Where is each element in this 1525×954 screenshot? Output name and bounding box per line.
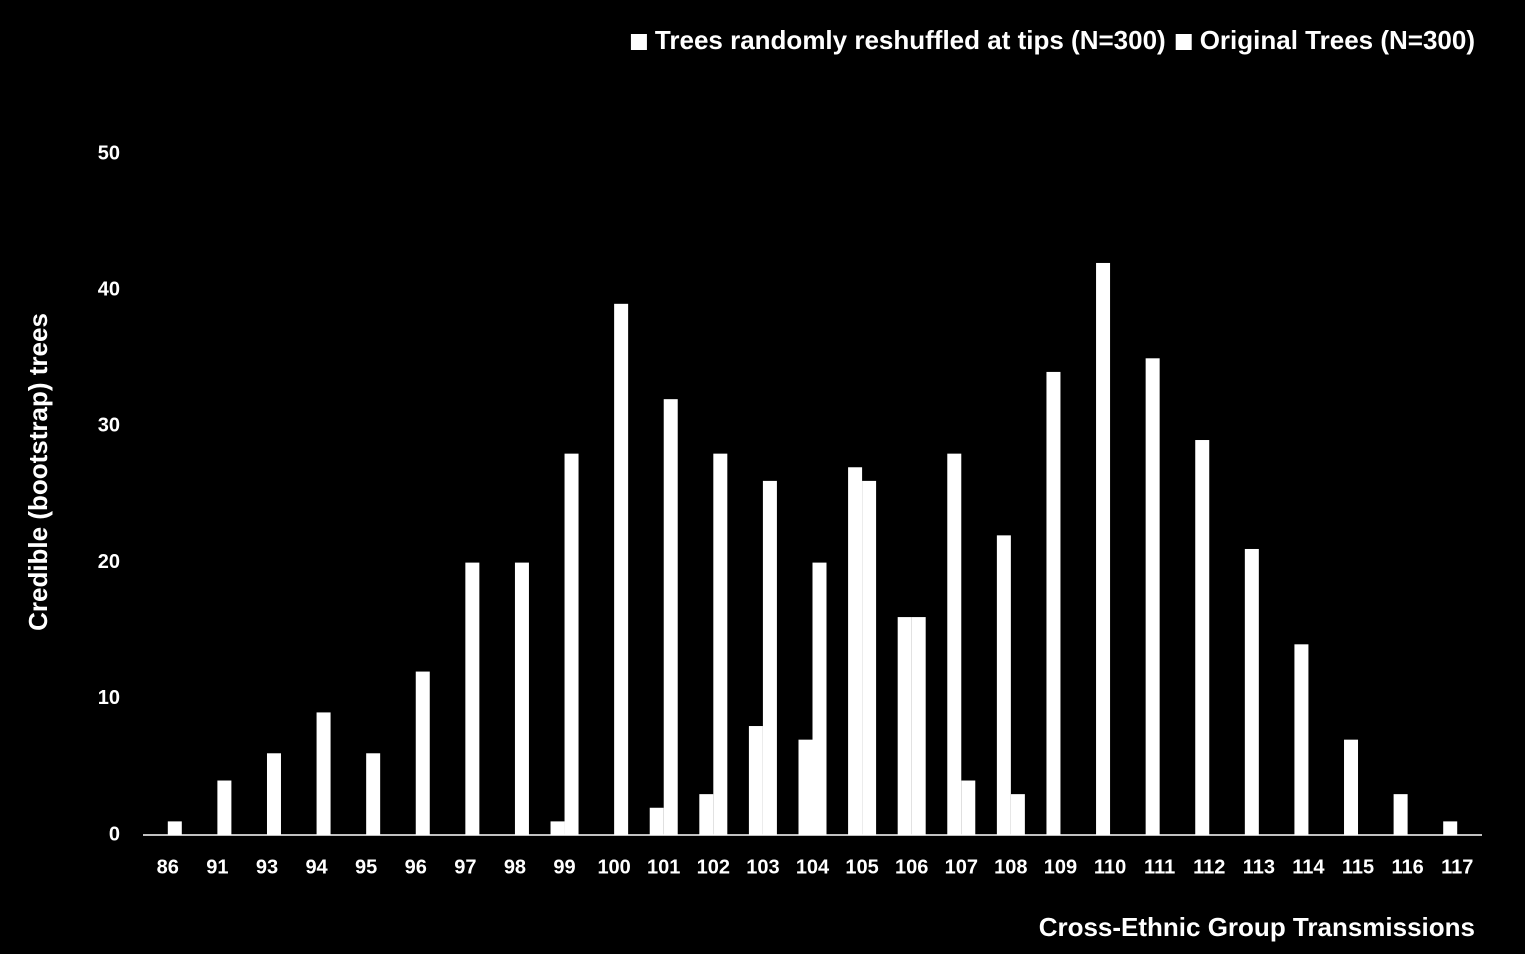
bar [663,399,678,835]
x-tick-label: 91 [206,856,228,878]
x-tick-label: 117 [1441,856,1473,878]
x-tick-label: 105 [845,856,878,878]
bar [614,303,629,835]
bar [649,807,664,835]
bar [1145,358,1160,835]
x-tick-label: 86 [157,856,179,878]
x-tick-label: 99 [553,856,575,878]
x-tick-label: 106 [895,856,928,878]
x-tick-label: 115 [1342,856,1374,878]
y-tick-label: 0 [109,823,120,845]
bar [699,794,714,835]
y-tick-label: 50 [98,142,120,164]
y-tick-label: 40 [98,278,120,300]
bar [947,453,962,835]
x-tick-label: 94 [305,856,328,878]
x-axis-title: Cross-Ethnic Group Transmissions [1039,912,1475,942]
bar [713,453,728,835]
bar [762,480,777,835]
bar [1344,739,1359,835]
legend-label: Original Trees (N=300) [1200,25,1475,55]
x-tick-label: 110 [1094,856,1126,878]
x-tick-label: 95 [355,856,377,878]
bar [266,753,281,835]
x-tick-label: 101 [647,856,680,878]
bar [514,562,529,835]
x-tick-label: 112 [1193,856,1225,878]
bar [1010,794,1025,835]
bar [897,617,912,835]
y-tick-label: 30 [98,415,120,437]
bar [316,712,331,835]
bar [911,617,926,835]
bar [415,671,430,835]
x-tick-label: 103 [746,856,779,878]
x-tick-label: 98 [504,856,526,878]
legend-swatch [1175,34,1192,50]
x-tick-label: 96 [405,856,427,878]
bar [1096,262,1111,836]
bar [1244,548,1259,835]
x-tick-label: 102 [697,856,730,878]
bar [961,780,976,835]
bar [550,821,565,835]
bar [748,726,763,835]
bar [564,453,579,835]
bar [1046,371,1061,835]
x-tick-label: 111 [1144,856,1175,878]
x-tick-label: 104 [796,856,830,878]
x-tick-label: 116 [1391,856,1423,878]
y-tick-label: 20 [98,551,120,573]
bar [996,535,1011,835]
bar [217,780,232,835]
bar [167,821,182,835]
x-tick-label: 113 [1243,856,1275,878]
x-tick-label: 100 [597,856,630,878]
bar [1443,821,1458,835]
bar [812,562,827,835]
x-tick-label: 109 [1044,856,1077,878]
bar [862,480,877,835]
bar [1195,440,1210,835]
y-tick-label: 10 [98,687,120,709]
bar [798,739,813,835]
x-tick-label: 93 [256,856,278,878]
x-tick-label: 114 [1292,856,1325,878]
bar [465,562,480,835]
y-axis-title: Credible (bootstrap) trees [23,313,53,631]
legend-label: Trees randomly reshuffled at tips (N=300… [655,25,1166,55]
legend-swatch [630,34,647,50]
bar [1393,794,1408,835]
bar [366,753,381,835]
bar [1294,644,1309,835]
x-tick-label: 107 [945,856,978,878]
bar [848,467,863,835]
x-tick-label: 97 [454,856,476,878]
x-tick-label: 108 [994,856,1027,878]
